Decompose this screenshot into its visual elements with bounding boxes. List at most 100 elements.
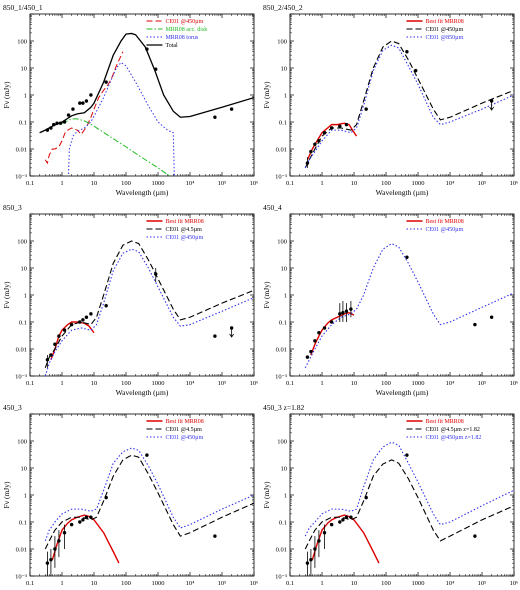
x-tick-label: 0.1 (26, 180, 34, 187)
data-point (84, 515, 89, 519)
y-tick-label: 10 (281, 465, 288, 472)
x-tick-label: 100 (121, 380, 131, 387)
legend: Best fit MRR08 CE01 @4.5µm z=1.82 CE01 @45… (406, 418, 481, 441)
x-tick-label: 1 (320, 380, 323, 387)
data-point (213, 534, 217, 538)
series-line (61, 118, 171, 176)
data-point (49, 558, 53, 562)
data-point (89, 312, 93, 316)
plot-area (304, 40, 514, 169)
x-tick-label: 1000 (412, 380, 425, 387)
data-point (329, 320, 334, 324)
y-tick-label: 0.1 (19, 119, 27, 126)
x-tick-label: 100 (121, 580, 131, 587)
data-point (405, 50, 409, 54)
x-tick-label: 10⁴ (446, 180, 456, 187)
data-point (344, 309, 349, 313)
y-tick-label: 0.01 (276, 546, 287, 553)
x-tick-label: 10⁶ (250, 580, 259, 587)
x-axis-label: Wavelength (µm) (376, 388, 429, 397)
x-tick-label: 1 (60, 180, 63, 187)
x-tick-label: 10 (351, 380, 358, 387)
series-line (67, 61, 175, 176)
x-tick-label: 0.1 (26, 380, 34, 387)
x-tick-label: 10⁴ (186, 580, 196, 587)
x-tick-label: 10⁶ (250, 180, 259, 187)
panel-title: 850_2/450_2 (263, 3, 303, 12)
x-tick-label: 100 (121, 180, 131, 187)
plot-frame (29, 213, 255, 377)
data-point (341, 518, 345, 522)
y-tick-label: 1 (284, 492, 287, 499)
data-point (55, 121, 59, 125)
x-tick-label: 1 (320, 180, 323, 187)
panel-title: 450_3 (3, 403, 22, 412)
series-line (44, 248, 254, 376)
series-line (51, 514, 120, 564)
data-point (45, 358, 50, 362)
x-tick-label: 1000 (412, 180, 425, 187)
x-tick-label: 1 (320, 580, 323, 587)
x-tick-label: 10⁴ (446, 380, 456, 387)
data-point (405, 453, 409, 457)
data-point (145, 47, 149, 51)
data-point (364, 107, 368, 111)
y-tick-label: 0.01 (16, 346, 27, 353)
panel-1: 0.1 1 10 100 1000 10⁴ 10⁵ 10⁶10⁻³0.010.1110100W… (2, 3, 259, 197)
series-line (44, 447, 254, 542)
y-axis-label: Fν (mJy) (262, 481, 271, 508)
y-tick-label: 0.1 (19, 319, 27, 326)
plot-frame (289, 13, 515, 177)
data-point (51, 122, 56, 127)
data-point (154, 272, 158, 276)
legend: Best fit MRR08 CE01 @450µm CE01 @850µm (406, 18, 464, 41)
legend-label: Best fit MRR08 (425, 218, 463, 225)
data-point (309, 349, 313, 354)
legend-label: Best fit MRR08 (425, 18, 463, 25)
plot-frame (289, 213, 515, 377)
y-tick-label: 0.01 (276, 146, 287, 153)
y-tick-label: 10⁻³ (15, 573, 27, 580)
data-point (322, 131, 327, 135)
y-axis-label: Fν (mJy) (2, 481, 11, 508)
panel-5: 0.1110100100010⁴10⁵10⁶10⁻³0.010.1110100W… (2, 403, 258, 590)
y-tick-label: 100 (17, 238, 27, 245)
data-point (329, 126, 334, 130)
y-axis-label: Fν (mJy) (262, 81, 271, 108)
legend-label: Best fit MRR08 (165, 418, 203, 425)
data-point (78, 101, 82, 105)
legend: Best fit MRR08 CE01 @4.5µm CE01 @450µm (146, 418, 204, 441)
y-tick-label: 100 (277, 238, 287, 245)
series-line (44, 454, 254, 550)
data-point (473, 322, 477, 327)
legend-label: CE01 @850µm (425, 35, 463, 41)
y-axis-label: Fν (mJy) (2, 81, 11, 108)
series-line (304, 40, 514, 169)
y-tick-label: 0.01 (276, 346, 287, 353)
series-line (304, 459, 514, 550)
legend-label: CE01 @4.5µm z=1.82 (425, 427, 479, 433)
upper-limit-arrow (229, 327, 234, 338)
legend-label: CE01 @4.5µm (165, 227, 202, 233)
plot-frame (29, 13, 255, 177)
legend-label: CE01 @450µm z=1.82 (425, 435, 481, 441)
x-tick-label: 10 (351, 580, 358, 587)
data-point (49, 353, 53, 357)
x-tick-label: 10⁶ (510, 580, 519, 587)
series-line (304, 242, 514, 369)
plot-area (44, 447, 254, 576)
y-tick-label: 10 (21, 65, 28, 72)
x-tick-label: 1 (60, 380, 63, 387)
y-tick-label: 1 (24, 92, 27, 99)
y-tick-label: 1 (24, 292, 27, 299)
x-tick-label: 1000 (152, 380, 165, 387)
data-point (309, 558, 313, 562)
data-point (338, 312, 342, 316)
data-point (313, 142, 317, 146)
y-tick-label: 0.1 (279, 519, 287, 526)
x-axis-label: Wavelength (µm) (376, 188, 429, 197)
y-tick-label: 100 (17, 438, 27, 445)
x-tick-label: 10⁶ (510, 380, 519, 387)
y-tick-label: 10⁻³ (275, 173, 287, 180)
x-axis-label: Wavelength (µm) (116, 188, 169, 197)
